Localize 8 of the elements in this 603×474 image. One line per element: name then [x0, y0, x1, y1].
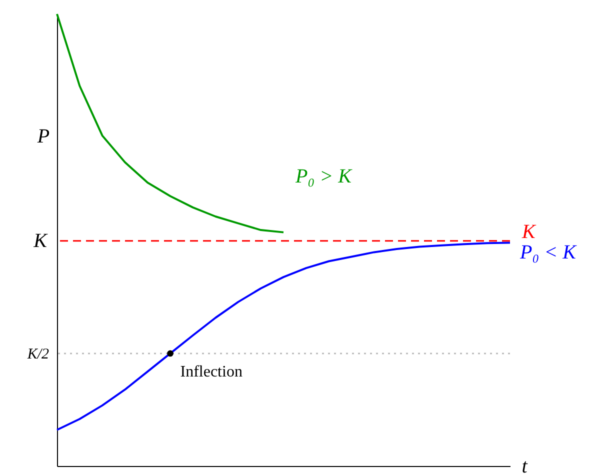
ref-line-label: K: [521, 220, 537, 243]
annotation: Inflection: [180, 363, 242, 380]
series-label: P₀ < K: [519, 242, 578, 264]
ref-line-label: K/2: [26, 346, 50, 362]
text: K: [32, 230, 49, 252]
x-axis-title: t: [522, 456, 528, 474]
y-axis-title: P: [36, 126, 50, 148]
text: P₀ > K: [294, 165, 354, 188]
